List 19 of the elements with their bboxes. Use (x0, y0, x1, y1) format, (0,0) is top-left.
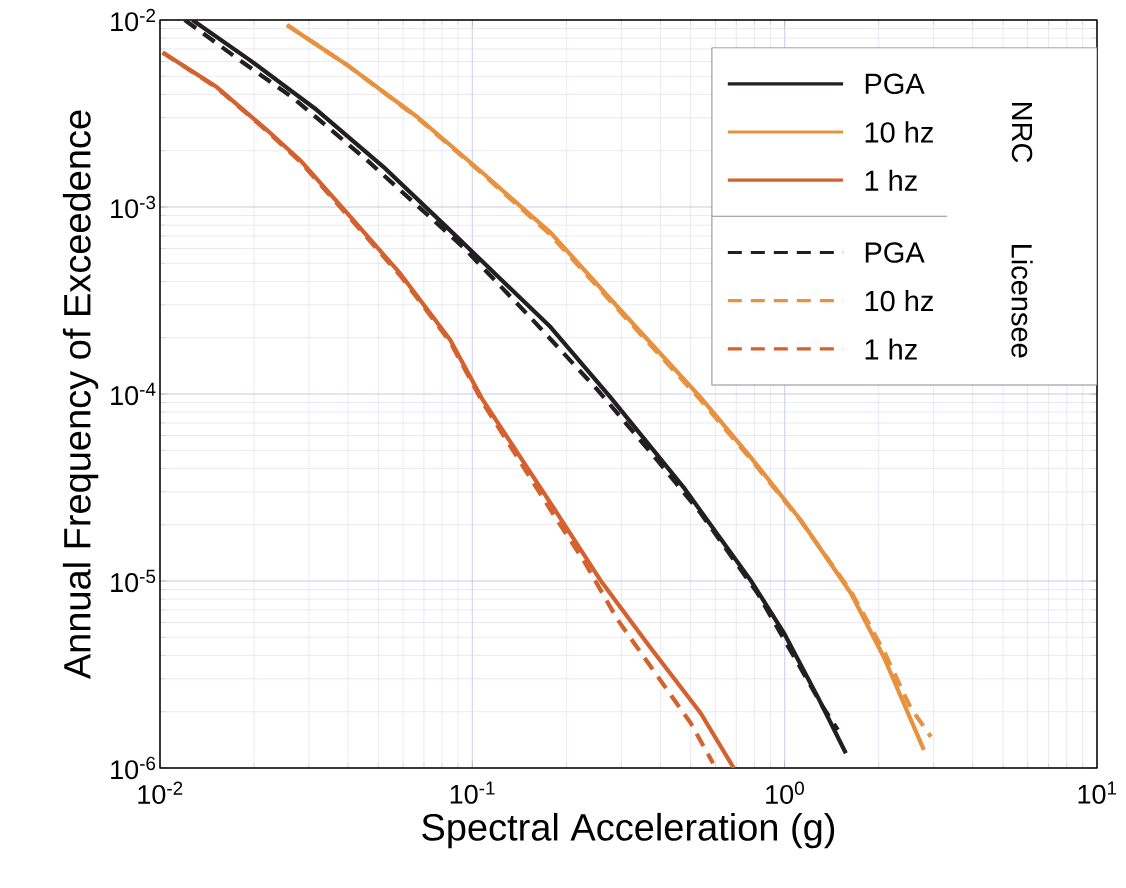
x-tick-label: 10$^{0}$ (766, 781, 804, 805)
y-axis-title: Annual Frequency of Exceedence (62, 110, 99, 680)
legend-label: 10 hz (865, 121, 933, 143)
legend-label: PGA (865, 73, 925, 95)
x-axis-title: Spectral Acceleration (g) (422, 812, 835, 849)
y-tick-label: 10$^{-5}$ (111, 569, 156, 593)
x-tick-label: 10$^{-2}$ (138, 781, 183, 805)
annotation: Licensee (1011, 245, 1033, 358)
legend-label: PGA (865, 242, 925, 263)
legend-label: 1 hz (865, 169, 917, 191)
x-tick-label: 10$^{1}$ (1078, 781, 1117, 804)
y-tick-label: 10$^{-3}$ (111, 195, 156, 219)
legend-label: 1 hz (865, 338, 917, 360)
y-tick-label: 10$^{-6}$ (111, 756, 156, 780)
y-tick-label: 10$^{-4}$ (111, 382, 156, 406)
annotation: NRC (1011, 102, 1033, 163)
legend-label: 10 hz (865, 290, 933, 312)
y-tick-label: 10$^{-2}$ (111, 8, 156, 32)
x-tick-label: 10$^{-1}$ (450, 781, 495, 804)
